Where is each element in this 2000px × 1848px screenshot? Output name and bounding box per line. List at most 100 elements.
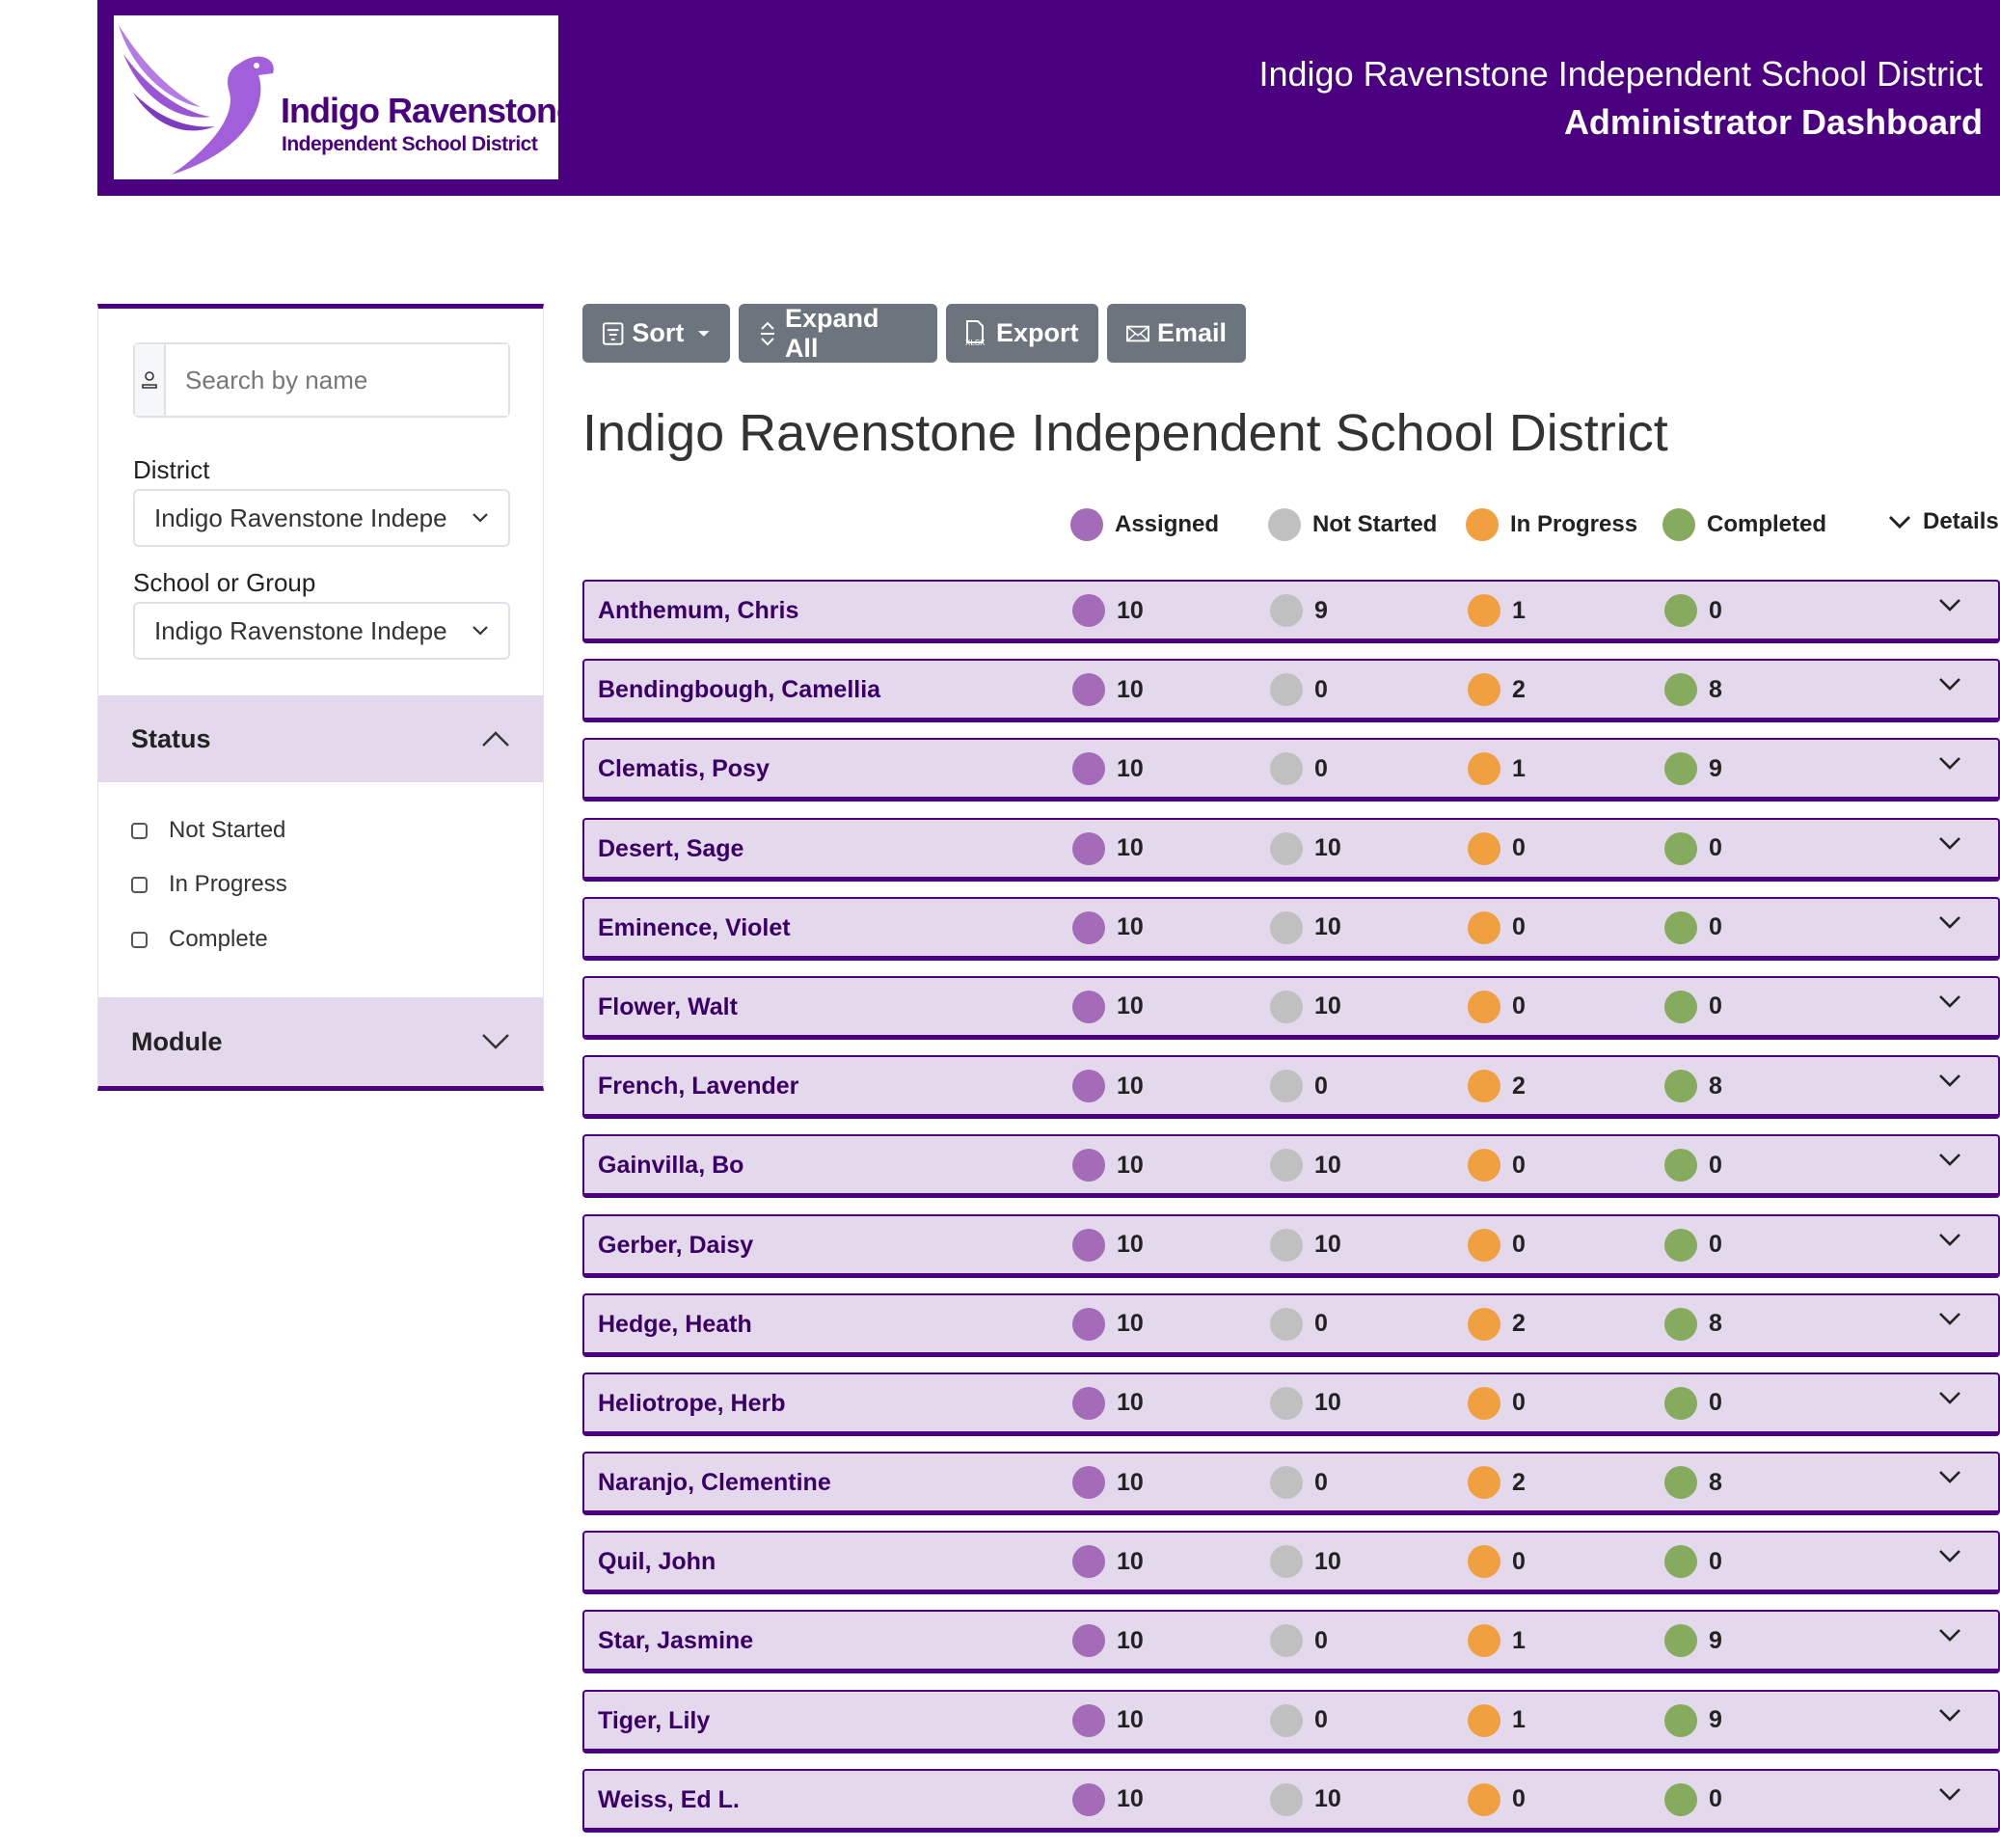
export-button[interactable]: XLSX Export <box>946 304 1098 363</box>
student-row[interactable]: Bendingbough, Camellia 10 0 2 8 <box>582 659 2000 723</box>
student-row[interactable]: Weiss, Ed L. 10 10 0 0 <box>582 1768 2000 1833</box>
student-row[interactable]: Tiger, Lily 10 0 1 9 <box>582 1689 2000 1753</box>
in-progress-count: 1 <box>1468 1703 1526 1737</box>
completed-count: 8 <box>1664 1070 1722 1103</box>
chevron-down-icon[interactable] <box>1938 1786 1961 1802</box>
student-row[interactable]: Desert, Sage 10 10 0 0 <box>582 817 2000 882</box>
in-progress-count: 0 <box>1468 1386 1526 1420</box>
status-checkbox-not-started[interactable]: Not Started <box>131 817 285 844</box>
student-row[interactable]: Heliotrope, Herb 10 10 0 0 <box>582 1372 2000 1436</box>
count-value: 10 <box>1314 992 1341 1020</box>
completed-count: 8 <box>1664 1307 1722 1341</box>
status-checkbox-in-progress[interactable]: In Progress <box>131 871 287 898</box>
student-name: Bendingbough, Camellia <box>598 676 881 704</box>
completed-count: 8 <box>1664 673 1722 707</box>
chevron-down-icon[interactable] <box>1938 1469 1961 1484</box>
details-label: Details <box>1923 508 1999 534</box>
school-select[interactable]: Indigo Ravenstone Indepe <box>133 602 510 660</box>
district-select-value: Indigo Ravenstone Indepe <box>154 503 447 532</box>
chevron-down-icon[interactable] <box>1938 597 1961 612</box>
completed-dot-icon <box>1662 508 1695 541</box>
completed-dot-icon <box>1664 1386 1697 1420</box>
chevron-down-icon[interactable] <box>1938 914 1961 930</box>
not-started-count: 0 <box>1270 1466 1328 1500</box>
chevron-down-icon[interactable] <box>1938 835 1961 851</box>
not-started-dot-icon <box>1270 1070 1303 1103</box>
student-row[interactable]: Eminence, Violet 10 10 0 0 <box>582 896 2000 961</box>
page-title: Indigo Ravenstone Independent School Dis… <box>582 404 1668 462</box>
student-row[interactable]: Flower, Walt 10 10 0 0 <box>582 975 2000 1040</box>
count-value: 10 <box>1117 1231 1144 1258</box>
chevron-down-icon[interactable] <box>1938 1232 1961 1247</box>
district-logo: Indigo Ravenstone Independent School Dis… <box>114 15 558 179</box>
checkbox[interactable] <box>131 876 148 893</box>
in-progress-dot-icon <box>1468 1070 1500 1103</box>
chevron-down-icon[interactable] <box>1938 993 1961 1009</box>
chevron-down-icon[interactable] <box>1938 1311 1961 1326</box>
chevron-down-icon[interactable] <box>1938 1548 1961 1563</box>
student-name: Anthemum, Chris <box>598 597 799 624</box>
count-value: 0 <box>1512 1151 1526 1179</box>
assigned-dot-icon <box>1072 594 1105 627</box>
chevron-down-icon[interactable] <box>1938 1152 1961 1167</box>
assigned-count: 10 <box>1072 673 1144 707</box>
legend-label: Assigned <box>1115 511 1220 537</box>
in-progress-count: 2 <box>1468 1466 1526 1500</box>
header-dashboard-title: Administrator Dashboard <box>1563 102 1983 142</box>
sort-button[interactable]: Sort <box>582 304 730 363</box>
in-progress-dot-icon <box>1468 831 1500 865</box>
student-row[interactable]: Gerber, Daisy 10 10 0 0 <box>582 1213 2000 1278</box>
checkbox[interactable] <box>131 931 148 948</box>
checkbox[interactable] <box>131 822 148 839</box>
district-select[interactable]: Indigo Ravenstone Indepe <box>133 489 510 547</box>
assigned-dot-icon <box>1072 673 1105 707</box>
not-started-count: 9 <box>1270 594 1328 627</box>
in-progress-dot-icon <box>1468 1386 1500 1420</box>
count-value: 0 <box>1709 1389 1722 1417</box>
student-row[interactable]: Star, Jasmine 10 0 1 9 <box>582 1610 2000 1674</box>
chevron-down-icon[interactable] <box>1938 755 1961 771</box>
count-value: 10 <box>1314 1231 1341 1258</box>
count-value: 10 <box>1117 1706 1144 1734</box>
in-progress-count: 0 <box>1468 831 1526 865</box>
not-started-dot-icon <box>1270 594 1303 627</box>
student-row[interactable]: Clematis, Posy 10 0 1 9 <box>582 738 2000 802</box>
student-row[interactable]: French, Lavender 10 0 2 8 <box>582 1055 2000 1120</box>
assigned-count: 10 <box>1072 831 1144 865</box>
email-button[interactable]: Email <box>1107 304 1246 363</box>
student-row[interactable]: Quil, John 10 10 0 0 <box>582 1531 2000 1595</box>
in-progress-count: 1 <box>1468 594 1526 627</box>
search-input[interactable] <box>166 344 508 416</box>
student-row[interactable]: Gainvilla, Bo 10 10 0 0 <box>582 1134 2000 1199</box>
chevron-down-icon[interactable] <box>1938 1390 1961 1405</box>
chevron-down-icon[interactable] <box>1938 1627 1961 1643</box>
details-toggle[interactable]: Details <box>1888 508 1999 535</box>
completed-dot-icon <box>1664 1070 1697 1103</box>
not-started-dot-icon <box>1270 1307 1303 1341</box>
student-name: Star, Jasmine <box>598 1627 754 1655</box>
completed-dot-icon <box>1664 1545 1697 1579</box>
not-started-count: 10 <box>1270 1386 1341 1420</box>
not-started-count: 10 <box>1270 910 1341 944</box>
status-accordion-header[interactable]: Status <box>98 695 543 782</box>
count-value: 10 <box>1117 992 1144 1020</box>
chevron-down-icon[interactable] <box>1938 676 1961 692</box>
completed-count: 0 <box>1664 910 1722 944</box>
not-started-dot-icon <box>1270 1386 1303 1420</box>
status-checkbox-complete[interactable]: Complete <box>131 926 268 953</box>
student-row[interactable]: Naranjo, Clementine 10 0 2 8 <box>582 1452 2000 1516</box>
not-started-count: 0 <box>1270 752 1328 786</box>
student-list: Anthemum, Chris 10 9 1 0 Bendingbough, Camell… <box>582 580 2000 1848</box>
student-row[interactable]: Anthemum, Chris 10 9 1 0 <box>582 580 2000 643</box>
count-value: 0 <box>1314 1706 1328 1734</box>
count-value: 9 <box>1709 754 1722 782</box>
chevron-down-icon[interactable] <box>1938 1073 1961 1088</box>
assigned-count: 10 <box>1072 1149 1144 1182</box>
completed-count: 0 <box>1664 1545 1722 1579</box>
student-row[interactable]: Hedge, Heath 10 0 2 8 <box>582 1292 2000 1357</box>
count-value: 10 <box>1314 1151 1341 1179</box>
chevron-down-icon[interactable] <box>1938 1707 1961 1723</box>
module-accordion-header[interactable]: Module <box>98 997 543 1086</box>
expand-all-button[interactable]: Expand All <box>739 304 937 363</box>
search-field[interactable] <box>133 342 510 418</box>
